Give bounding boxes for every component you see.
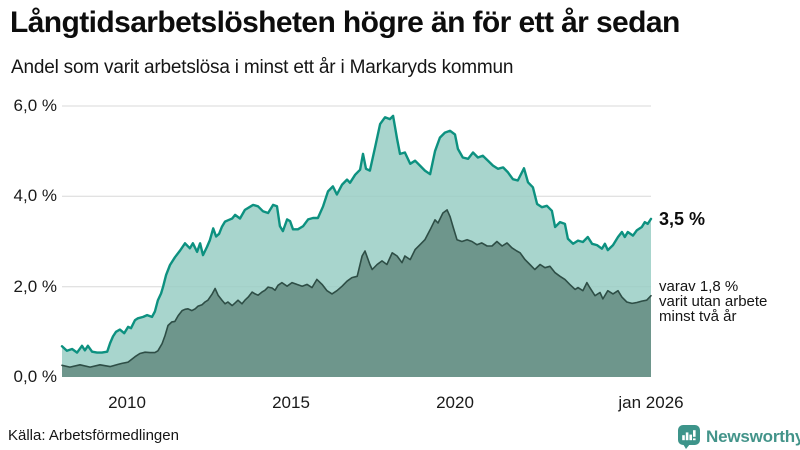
y-axis-tick-6: 6,0 %	[13, 96, 57, 115]
chart-title: Långtidsarbetslösheten högre än för ett …	[10, 6, 680, 39]
x-axis-tick-2015: 2015	[272, 393, 310, 412]
y-axis-tick-0: 0,0 %	[13, 367, 57, 386]
newsworthy-logo: Newsworthy	[678, 425, 800, 449]
latest-value-label: 3,5 %	[659, 209, 706, 229]
secondary-series-annotation: varav 1,8 % varit utan arbete minst två …	[659, 279, 767, 324]
secondary-annotation-line2: varit utan arbete	[659, 293, 768, 310]
y-axis-tick-2: 2,0 %	[13, 277, 57, 296]
x-axis-tick-jan-2026: jan 2026	[618, 393, 684, 412]
x-axis-tick-2010: 2010	[108, 393, 146, 412]
y-axis-tick-4: 4,0 %	[13, 186, 57, 205]
x-axis-tick-2020: 2020	[436, 393, 474, 412]
secondary-annotation-line3: minst två år	[659, 308, 737, 325]
chart-subtitle: Andel som varit arbetslösa i minst ett å…	[11, 57, 514, 78]
source-note: Källa: Arbetsförmedlingen	[8, 427, 179, 444]
newsworthy-logo-icon	[678, 425, 700, 449]
secondary-annotation-line1: varav 1,8 %	[659, 278, 739, 295]
newsworthy-wordmark: Newsworthy	[706, 427, 800, 446]
